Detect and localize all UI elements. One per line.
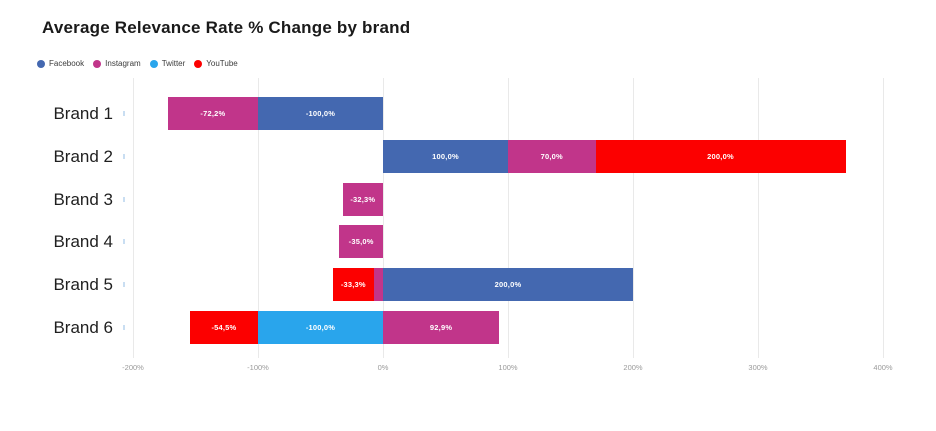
bar-segment-twitter: -100,0% bbox=[258, 311, 383, 344]
row-tick bbox=[123, 282, 125, 288]
category-label: Brand 6 bbox=[53, 318, 113, 337]
bar-segment-youtube: 200,0% bbox=[595, 139, 846, 173]
legend-item-youtube[interactable]: YouTube bbox=[194, 59, 238, 68]
x-axis-tick-label: 0% bbox=[377, 363, 389, 372]
bar-segment-instagram: -72,2% bbox=[167, 97, 258, 130]
chart-title: Average Relevance Rate % Change by brand bbox=[42, 18, 411, 37]
row-tick bbox=[123, 196, 125, 202]
legend-label: Facebook bbox=[49, 59, 85, 68]
bar-value-label: -100,0% bbox=[305, 109, 336, 118]
bar-value-label: -54,5% bbox=[211, 323, 237, 332]
x-axis-tick-label: 100% bbox=[498, 363, 518, 372]
x-axis-tick-label: 200% bbox=[623, 363, 643, 372]
bar-segment-instagram bbox=[374, 268, 383, 302]
bar-value-label: 70,0% bbox=[540, 151, 563, 161]
legend-item-facebook[interactable]: Facebook bbox=[37, 59, 84, 68]
x-axis-tick-label: -100% bbox=[247, 363, 269, 372]
row-tick bbox=[123, 239, 125, 245]
gridline bbox=[882, 78, 884, 358]
bar-segment-facebook: -100,0% bbox=[258, 97, 383, 130]
bar-segment-instagram: -35,0% bbox=[339, 225, 383, 259]
bar-segment-facebook: 200,0% bbox=[383, 268, 633, 302]
row-tick bbox=[123, 153, 125, 159]
x-axis-tick-label: -200% bbox=[122, 363, 144, 372]
gridline bbox=[632, 78, 634, 358]
legend-label: Instagram bbox=[105, 59, 141, 68]
bar-segment-youtube: -33,3% bbox=[332, 268, 375, 302]
bar-value-label: 200,0% bbox=[494, 280, 522, 290]
legend-dot-icon bbox=[194, 59, 203, 68]
legend-dot-icon bbox=[37, 59, 45, 68]
row-tick bbox=[123, 111, 125, 116]
row-tick bbox=[123, 325, 125, 330]
bar-segment-youtube: -54,5% bbox=[189, 311, 258, 344]
x-axis-tick-label: 400% bbox=[873, 363, 893, 372]
legend-dot-icon bbox=[149, 59, 158, 68]
bar-value-label: 200,0% bbox=[707, 151, 734, 161]
bar-segment-instagram: 92,9% bbox=[383, 311, 500, 344]
gridline bbox=[257, 78, 259, 358]
category-label: Brand 3 bbox=[53, 189, 113, 209]
gridline bbox=[382, 78, 384, 358]
legend: Facebook Instagram Twitter YouTube bbox=[37, 59, 238, 68]
gridline bbox=[507, 78, 509, 358]
bar-value-label: -33,3% bbox=[340, 280, 366, 290]
category-label: Brand 1 bbox=[53, 104, 113, 123]
gridline bbox=[132, 78, 134, 358]
legend-item-twitter[interactable]: Twitter bbox=[149, 59, 186, 68]
legend-label: Twitter bbox=[161, 59, 186, 68]
bar-value-label: -35,0% bbox=[348, 237, 374, 247]
legend-dot-icon bbox=[93, 59, 102, 68]
category-label: Brand 2 bbox=[53, 146, 113, 166]
bar-value-label: -100,0% bbox=[305, 323, 336, 332]
category-label: Brand 5 bbox=[53, 275, 113, 295]
x-axis-tick-label: 300% bbox=[748, 363, 768, 372]
bar-segment-instagram: 70,0% bbox=[508, 139, 596, 173]
bar-value-label: -72,2% bbox=[200, 109, 226, 118]
category-label: Brand 4 bbox=[53, 232, 113, 252]
bar-segment-facebook: 100,0% bbox=[383, 139, 508, 173]
bar-value-label: -32,3% bbox=[350, 194, 376, 204]
bar-segment-instagram: -32,3% bbox=[342, 182, 383, 216]
legend-item-instagram[interactable]: Instagram bbox=[93, 59, 141, 68]
bar-value-label: 100,0% bbox=[432, 151, 459, 161]
gridline bbox=[757, 78, 759, 358]
bar-value-label: 92,9% bbox=[429, 323, 453, 332]
legend-label: YouTube bbox=[206, 59, 238, 68]
